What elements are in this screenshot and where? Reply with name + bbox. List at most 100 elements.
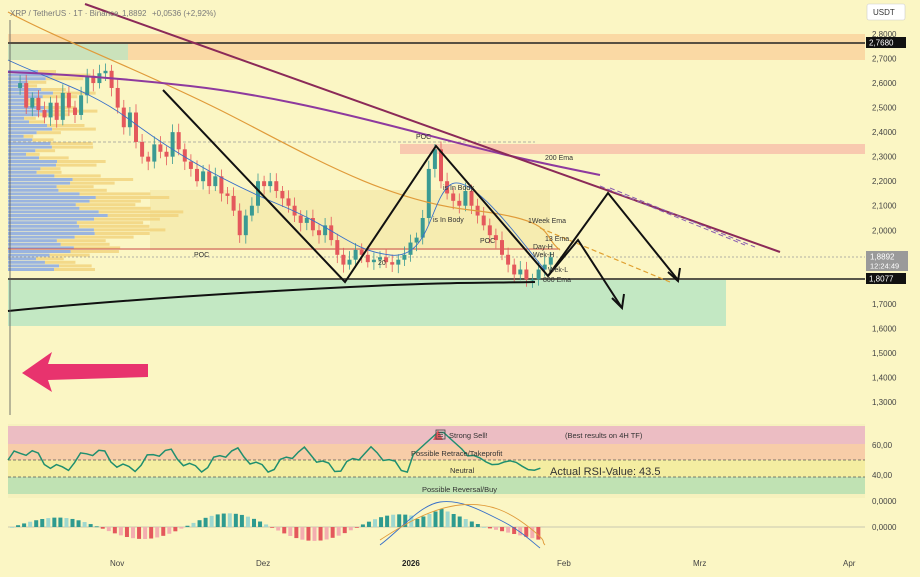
candle <box>207 171 212 187</box>
annotation-week-ema: 1Week Ema <box>528 218 566 225</box>
candle <box>262 181 267 187</box>
price-tick-4: 2,4000 <box>872 128 897 137</box>
macd-bar <box>137 527 142 539</box>
macd-bar <box>276 527 281 531</box>
macd-bar <box>469 521 474 527</box>
header-change: +0,0536 (+2,92%) <box>152 9 216 18</box>
candle <box>292 205 297 216</box>
volume-bar <box>8 228 94 232</box>
ema-200 <box>7 71 601 176</box>
macd-bar <box>354 527 359 528</box>
month-nov: Nov <box>110 559 124 568</box>
volume-bar-tail <box>45 77 84 81</box>
macd-bar <box>397 514 402 527</box>
volume-bar <box>8 127 53 131</box>
volume-bar-tail <box>47 124 85 127</box>
month-apr: Apr <box>843 559 856 568</box>
candle <box>353 249 358 260</box>
volume-bar <box>8 221 77 225</box>
macd-bar <box>427 514 432 527</box>
month-dez: Dez <box>256 559 270 568</box>
volume-bar-tail <box>44 106 76 109</box>
price-tick-11: 1,6000 <box>872 324 897 333</box>
annotation-ema-800: 800 Ema <box>543 277 571 284</box>
volume-bar-tail <box>94 217 160 221</box>
volume-bar <box>8 116 25 120</box>
candle <box>298 215 303 223</box>
macd-bar <box>197 520 202 527</box>
macd-bar <box>28 521 33 527</box>
price-tick-8: 2,0000 <box>872 226 897 235</box>
macd-bar <box>131 527 135 539</box>
volume-bar-tail <box>56 185 94 189</box>
volume-bar <box>8 160 58 163</box>
macd-bar <box>252 518 256 527</box>
support-zone <box>8 280 726 326</box>
macd-bar <box>518 527 523 536</box>
candle <box>408 242 413 255</box>
candle <box>91 75 96 84</box>
volume-bar-tail <box>23 134 34 138</box>
volume-bar-tail <box>26 152 40 156</box>
volume-bar <box>8 260 45 264</box>
annotation-day-h: Day-H <box>533 244 553 251</box>
price-tick-7: 2,1000 <box>872 202 897 211</box>
rsi-retrace: Possible Retrace/Takeprofit <box>411 449 503 458</box>
volume-bar-tail <box>57 160 106 163</box>
macd-bar <box>106 527 111 532</box>
macd-bar <box>524 527 529 537</box>
candle <box>195 168 199 182</box>
candle <box>432 149 437 169</box>
support-badge-label: 1,8077 <box>869 275 894 284</box>
macd-bar <box>191 522 196 527</box>
month-2026: 2026 <box>402 559 420 568</box>
macd-bar <box>336 527 341 536</box>
candle <box>335 240 340 255</box>
candle <box>463 191 468 206</box>
macd-bar <box>233 513 238 527</box>
candle <box>24 83 29 108</box>
macd-tick-2: 0,0000 <box>872 523 897 532</box>
rsi-best-results: (Best results on 4H TF) <box>565 431 643 440</box>
annotation-fib-20: 20 <box>378 260 386 267</box>
rsi-neutral-band <box>8 460 865 477</box>
zigzag-pattern <box>162 89 679 284</box>
resistance-zone-left <box>8 44 128 60</box>
volume-bar <box>8 239 57 243</box>
arrow-head-1 <box>611 293 625 311</box>
volume-bar-tail <box>73 246 121 250</box>
rsi-line <box>7 431 541 474</box>
candle <box>237 210 242 236</box>
macd-bar <box>258 521 263 527</box>
volume-bar-tail <box>59 264 92 268</box>
candle <box>359 249 364 255</box>
volume-bar <box>8 98 26 102</box>
macd-bar <box>421 516 426 527</box>
macd-bar <box>82 522 87 527</box>
volume-bar <box>8 145 52 149</box>
currency-badge[interactable]: USDT <box>866 3 906 21</box>
volume-bar-tail <box>24 84 38 88</box>
price-tick-13: 1,4000 <box>872 373 897 382</box>
candle <box>256 181 260 206</box>
volume-bar-tail <box>35 149 56 153</box>
volume-bar <box>8 224 80 228</box>
candle <box>481 215 486 226</box>
candle <box>304 218 309 223</box>
zigzag-alt <box>547 238 623 309</box>
candle <box>170 132 175 157</box>
volume-bar <box>8 163 57 167</box>
candle <box>310 218 315 231</box>
volume-bar-tail <box>44 260 76 264</box>
macd-bar <box>100 527 105 529</box>
rsi-peak-marker <box>433 430 443 440</box>
volume-bar <box>8 102 27 106</box>
macd-bar <box>161 527 166 536</box>
volume-bar-tail <box>94 232 150 235</box>
volume-bar <box>8 253 50 257</box>
candle <box>146 156 151 162</box>
macd-bar <box>124 527 129 537</box>
volume-bar-tail <box>38 70 57 73</box>
macd-bar <box>40 519 45 527</box>
